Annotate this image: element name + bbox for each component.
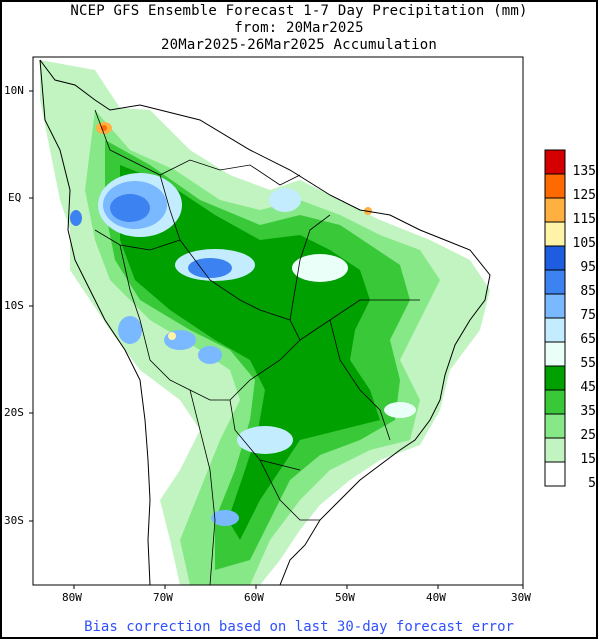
colorbar-swatch — [544, 149, 566, 175]
colorbar-swatch — [544, 317, 566, 343]
colorbar-swatch — [544, 197, 566, 223]
precip-cell-southeast — [384, 402, 416, 418]
precip-cell-central-amazon-core — [188, 258, 232, 278]
precip-cell-paraguay — [237, 426, 293, 454]
lon-tick-marks — [73, 585, 524, 589]
colorbar-label: 15 — [580, 452, 596, 467]
colorbar — [544, 149, 566, 487]
west-coastline — [39, 59, 151, 585]
lat-label-10s: 10S — [4, 299, 24, 312]
map-title: NCEP GFS Ensemble Forecast 1-7 Day Preci… — [70, 3, 528, 19]
colorbar-swatch — [544, 293, 566, 319]
colorbar-label: 135 — [572, 164, 596, 179]
lon-label-60w: 60W — [244, 591, 264, 604]
precip-cell-guiana — [269, 188, 301, 212]
colorbar-swatch — [544, 365, 566, 391]
precip-cell-bolivia-north — [118, 316, 142, 344]
colorbar-label: 125 — [572, 188, 596, 203]
precip-cell-bolivia-east — [164, 330, 196, 350]
colorbar-label: 55 — [580, 356, 596, 371]
lon-label-50w: 50W — [335, 591, 355, 604]
lat-tick-marks — [29, 90, 33, 522]
colorbar-swatch — [544, 221, 566, 247]
lat-label-10n: 10N — [4, 84, 24, 97]
lat-label-30s: 30S — [4, 514, 24, 527]
precip-cell-east-amazon — [292, 254, 348, 282]
colorbar-swatch — [544, 245, 566, 271]
colorbar-label: 75 — [580, 308, 596, 323]
colorbar-swatch — [544, 341, 566, 367]
precip-cell-amazon-west-peak — [110, 194, 150, 222]
precipitation-field — [39, 59, 491, 585]
precip-cell-bolivia-peak — [168, 332, 176, 340]
colorbar-label: 115 — [572, 212, 596, 227]
lat-label-eq: EQ — [8, 191, 22, 204]
colorbar-label: 95 — [580, 260, 596, 275]
colorbar-label: 85 — [580, 284, 596, 299]
coastline — [39, 59, 491, 585]
lat-label-20s: 20S — [4, 406, 24, 419]
colorbar-label: 25 — [580, 428, 596, 443]
map-forecast-date: from: 20Mar2025 — [234, 20, 364, 36]
colorbar-label: 45 — [580, 380, 596, 395]
colorbar-label: 35 — [580, 404, 596, 419]
lon-label-80w: 80W — [62, 591, 82, 604]
country-borders — [94, 109, 420, 585]
colorbar-label: 5 — [588, 476, 596, 491]
lon-label-40w: 40W — [426, 591, 446, 604]
lon-label-30w: 30W — [511, 591, 531, 604]
colorbar-swatch — [544, 437, 566, 463]
precip-cell-argentina — [211, 510, 239, 526]
precip-cell-ecuador — [70, 210, 82, 226]
colorbar-swatch — [544, 269, 566, 295]
colorbar-swatch — [544, 389, 566, 415]
colorbar-label: 65 — [580, 332, 596, 347]
lon-label-70w: 70W — [153, 591, 173, 604]
colorbar-label: 105 — [572, 236, 596, 251]
colorbar-swatch — [544, 413, 566, 439]
bias-correction-note: Bias correction based on last 30-day for… — [84, 619, 514, 635]
map-accumulation-period: 20Mar2025-26Mar2025 Accumulation — [160, 37, 438, 53]
map-border — [32, 56, 524, 586]
precip-cell-pantanal — [198, 346, 222, 364]
colorbar-swatch — [544, 461, 566, 487]
colorbar-swatch — [544, 173, 566, 199]
